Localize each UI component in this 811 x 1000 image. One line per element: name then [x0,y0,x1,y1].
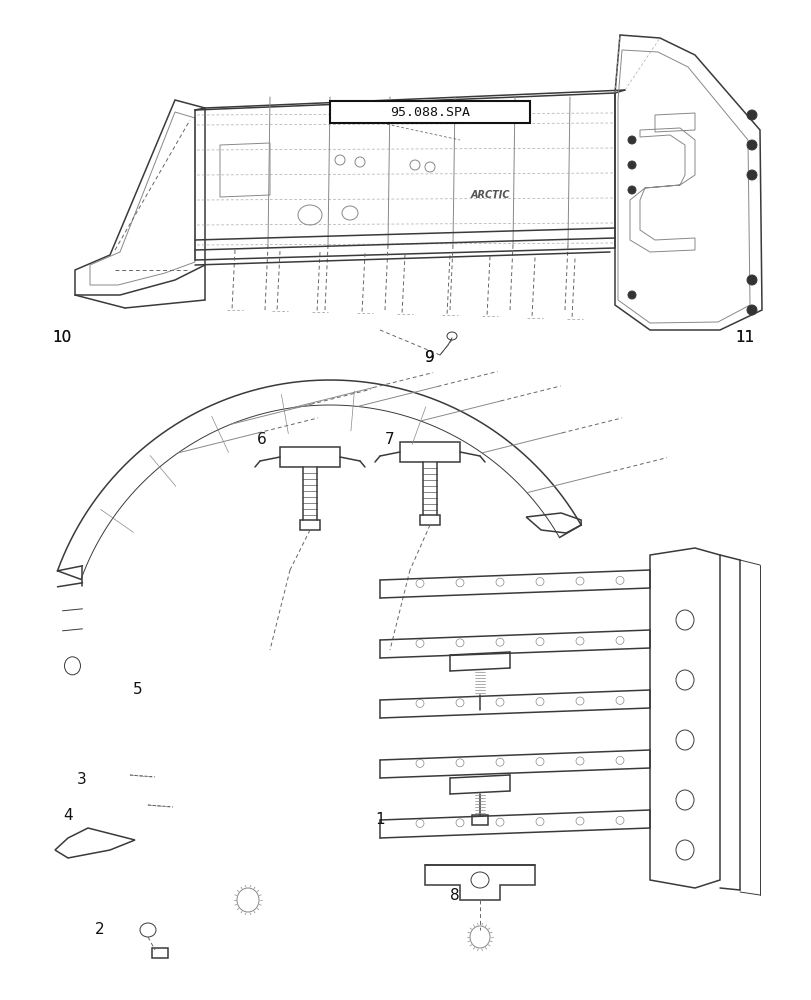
Text: 9: 9 [425,351,435,365]
Text: 11: 11 [735,330,753,346]
Text: 2: 2 [95,922,105,938]
Text: 8: 8 [449,888,459,902]
Text: 10: 10 [53,330,71,346]
Text: 6: 6 [257,432,267,448]
Text: 4: 4 [63,808,73,822]
Text: 1: 1 [375,812,384,828]
Ellipse shape [746,305,756,315]
Text: 3: 3 [77,772,87,788]
Text: ARCTIC: ARCTIC [470,190,509,200]
Ellipse shape [627,186,635,194]
Text: 10: 10 [53,330,71,346]
Text: 7: 7 [384,432,394,448]
Ellipse shape [746,275,756,285]
Text: 11: 11 [735,330,753,346]
Ellipse shape [746,110,756,120]
Ellipse shape [746,140,756,150]
FancyBboxPatch shape [329,101,530,123]
Ellipse shape [627,161,635,169]
Ellipse shape [627,136,635,144]
Text: 9: 9 [425,351,435,365]
Text: 5: 5 [133,682,143,698]
Text: 95.088.SPA: 95.088.SPA [389,106,470,119]
Ellipse shape [627,291,635,299]
Ellipse shape [746,170,756,180]
